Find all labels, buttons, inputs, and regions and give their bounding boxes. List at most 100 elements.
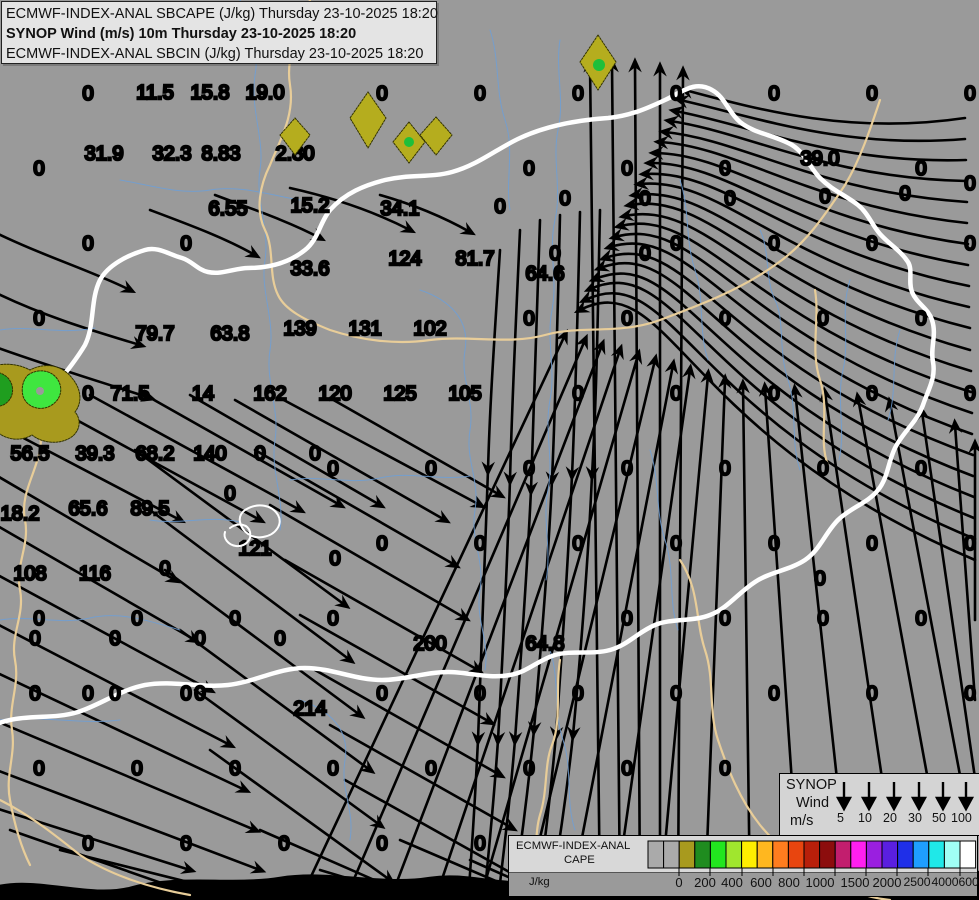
svg-text:0: 0 [131,758,142,780]
svg-text:105: 105 [448,383,481,405]
svg-text:0: 0 [82,83,93,105]
svg-text:0: 0 [964,83,975,105]
svg-text:68.2: 68.2 [136,443,175,465]
svg-text:0: 0 [327,608,338,630]
svg-text:0: 0 [817,608,828,630]
svg-text:14: 14 [192,383,214,405]
svg-text:0: 0 [670,683,681,705]
svg-text:0: 0 [180,833,191,855]
svg-text:0: 0 [274,628,285,650]
svg-text:89.5: 89.5 [131,498,170,520]
svg-text:0: 0 [639,188,650,210]
svg-text:0: 0 [670,383,681,405]
svg-text:0: 0 [719,458,730,480]
svg-text:19.0: 19.0 [246,82,285,104]
svg-text:81.7: 81.7 [456,248,495,270]
svg-text:0: 0 [724,188,735,210]
svg-text:0: 0 [159,558,170,580]
svg-text:120: 120 [318,383,351,405]
svg-text:0: 0 [670,83,681,105]
svg-text:0: 0 [329,548,340,570]
svg-text:0: 0 [719,758,730,780]
svg-text:0: 0 [964,683,975,705]
svg-text:31.9: 31.9 [85,143,124,165]
svg-text:0: 0 [719,158,730,180]
svg-text:71.5: 71.5 [111,383,150,405]
svg-text:0: 0 [474,83,485,105]
svg-text:0: 0 [964,533,975,555]
svg-text:0: 0 [572,533,583,555]
svg-text:0: 0 [572,83,583,105]
svg-text:0: 0 [639,243,650,265]
svg-text:0: 0 [899,183,910,205]
svg-text:0: 0 [670,233,681,255]
svg-text:0: 0 [376,533,387,555]
svg-text:121: 121 [238,538,271,560]
svg-text:0: 0 [224,483,235,505]
svg-text:0: 0 [866,83,877,105]
svg-text:0: 0 [229,608,240,630]
svg-text:0: 0 [474,833,485,855]
svg-text:0: 0 [572,683,583,705]
svg-text:0: 0 [523,308,534,330]
svg-text:0: 0 [670,533,681,555]
svg-text:0: 0 [194,628,205,650]
svg-text:124: 124 [388,248,421,270]
svg-text:0: 0 [33,308,44,330]
svg-text:63.8: 63.8 [211,323,250,345]
svg-text:18.2: 18.2 [1,503,40,525]
svg-text:0: 0 [814,568,825,590]
svg-text:0: 0 [82,833,93,855]
svg-text:0: 0 [131,608,142,630]
svg-text:0: 0 [719,308,730,330]
svg-text:0: 0 [229,758,240,780]
svg-text:0: 0 [82,683,93,705]
svg-text:162: 162 [253,383,286,405]
svg-text:0: 0 [109,683,120,705]
svg-text:0: 0 [33,758,44,780]
svg-text:214: 214 [293,698,326,720]
svg-text:33.6: 33.6 [291,258,330,280]
svg-text:65.6: 65.6 [69,498,108,520]
svg-text:139: 139 [283,318,316,340]
svg-text:0: 0 [866,233,877,255]
svg-text:0: 0 [425,458,436,480]
svg-text:15.2: 15.2 [291,195,330,217]
svg-text:0: 0 [621,608,632,630]
svg-text:0: 0 [549,243,560,265]
svg-text:39.3: 39.3 [76,443,115,465]
svg-text:0: 0 [964,383,975,405]
svg-text:0: 0 [915,308,926,330]
svg-text:0: 0 [327,458,338,480]
svg-text:0: 0 [376,833,387,855]
svg-text:0: 0 [425,758,436,780]
svg-text:200: 200 [413,633,446,655]
svg-text:0: 0 [621,458,632,480]
svg-text:0: 0 [768,683,779,705]
svg-text:0: 0 [523,158,534,180]
svg-text:0: 0 [180,683,191,705]
svg-text:0: 0 [327,758,338,780]
svg-text:0: 0 [866,533,877,555]
svg-text:0: 0 [278,833,289,855]
svg-text:0: 0 [915,608,926,630]
svg-text:0: 0 [309,443,320,465]
svg-text:0: 0 [817,458,828,480]
svg-text:108: 108 [13,563,46,585]
svg-text:131: 131 [348,318,381,340]
svg-text:0: 0 [768,233,779,255]
svg-text:0: 0 [768,83,779,105]
svg-text:0: 0 [621,158,632,180]
svg-text:102: 102 [413,318,446,340]
svg-text:0: 0 [180,233,191,255]
svg-text:0: 0 [719,608,730,630]
svg-text:0: 0 [194,683,205,705]
svg-text:0: 0 [29,628,40,650]
svg-text:125: 125 [383,383,416,405]
svg-text:0: 0 [523,458,534,480]
svg-text:0: 0 [866,383,877,405]
svg-text:11.5: 11.5 [136,82,173,104]
svg-text:0: 0 [964,173,975,195]
svg-text:0: 0 [376,683,387,705]
svg-text:0: 0 [474,533,485,555]
